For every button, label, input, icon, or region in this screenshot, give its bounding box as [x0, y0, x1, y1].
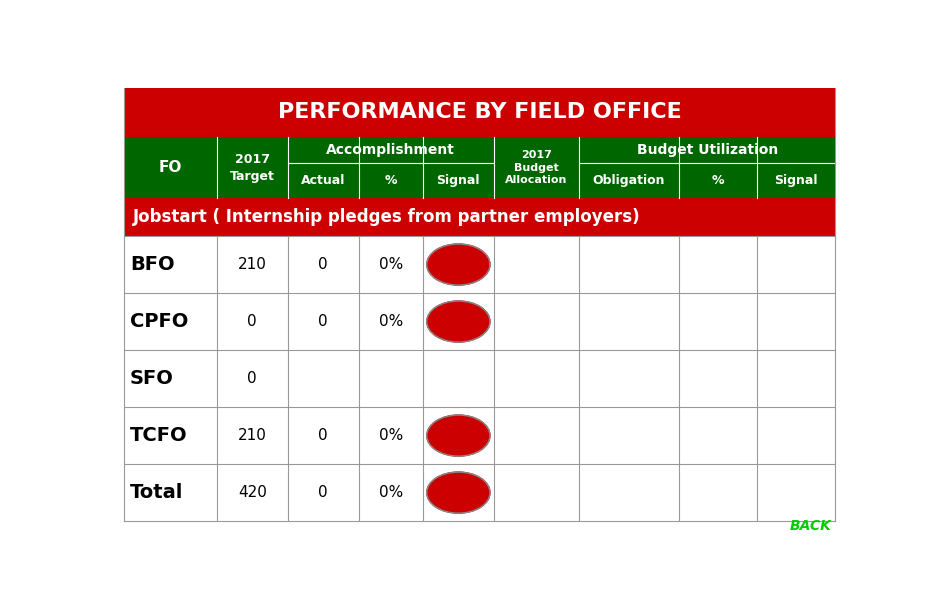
Text: Actual: Actual	[301, 174, 345, 187]
Circle shape	[427, 472, 490, 513]
FancyBboxPatch shape	[124, 407, 835, 464]
Circle shape	[427, 415, 490, 456]
Text: 0: 0	[318, 428, 329, 443]
Text: 2017
Budget
Allocation: 2017 Budget Allocation	[505, 151, 568, 185]
Text: Obligation: Obligation	[592, 174, 665, 187]
Text: 0%: 0%	[379, 428, 403, 443]
Text: %: %	[711, 174, 724, 187]
Text: 0: 0	[247, 314, 257, 329]
Text: 2017
Target: 2017 Target	[229, 152, 274, 183]
FancyBboxPatch shape	[124, 88, 835, 137]
Text: TCFO: TCFO	[130, 426, 188, 445]
Text: 0%: 0%	[379, 485, 403, 500]
FancyBboxPatch shape	[124, 293, 835, 350]
Text: CPFO: CPFO	[130, 312, 188, 331]
Text: Accomplishment: Accomplishment	[327, 143, 455, 157]
Text: Total: Total	[130, 483, 183, 502]
FancyBboxPatch shape	[124, 137, 835, 198]
Text: %: %	[385, 174, 397, 187]
Text: 210: 210	[238, 428, 267, 443]
Text: PERFORMANCE BY FIELD OFFICE: PERFORMANCE BY FIELD OFFICE	[278, 102, 681, 122]
Text: 0: 0	[247, 371, 257, 386]
Text: 0: 0	[318, 485, 329, 500]
Text: Signal: Signal	[774, 174, 818, 187]
Circle shape	[427, 244, 490, 285]
FancyBboxPatch shape	[124, 236, 835, 293]
FancyBboxPatch shape	[124, 464, 835, 521]
Text: 0%: 0%	[379, 257, 403, 272]
Text: Jobstart ( Internship pledges from partner employers): Jobstart ( Internship pledges from partn…	[133, 208, 640, 226]
Text: BACK: BACK	[790, 519, 831, 533]
Text: 210: 210	[238, 257, 267, 272]
Text: 0: 0	[318, 314, 329, 329]
Text: 0: 0	[318, 257, 329, 272]
Text: 0%: 0%	[379, 314, 403, 329]
Text: SFO: SFO	[130, 369, 174, 388]
Text: BFO: BFO	[130, 255, 175, 274]
Text: Signal: Signal	[436, 174, 480, 187]
Text: Budget Utilization: Budget Utilization	[636, 143, 778, 157]
FancyBboxPatch shape	[124, 350, 835, 407]
Text: FO: FO	[159, 160, 183, 175]
Circle shape	[427, 301, 490, 342]
FancyBboxPatch shape	[124, 198, 835, 236]
Text: 420: 420	[238, 485, 267, 500]
